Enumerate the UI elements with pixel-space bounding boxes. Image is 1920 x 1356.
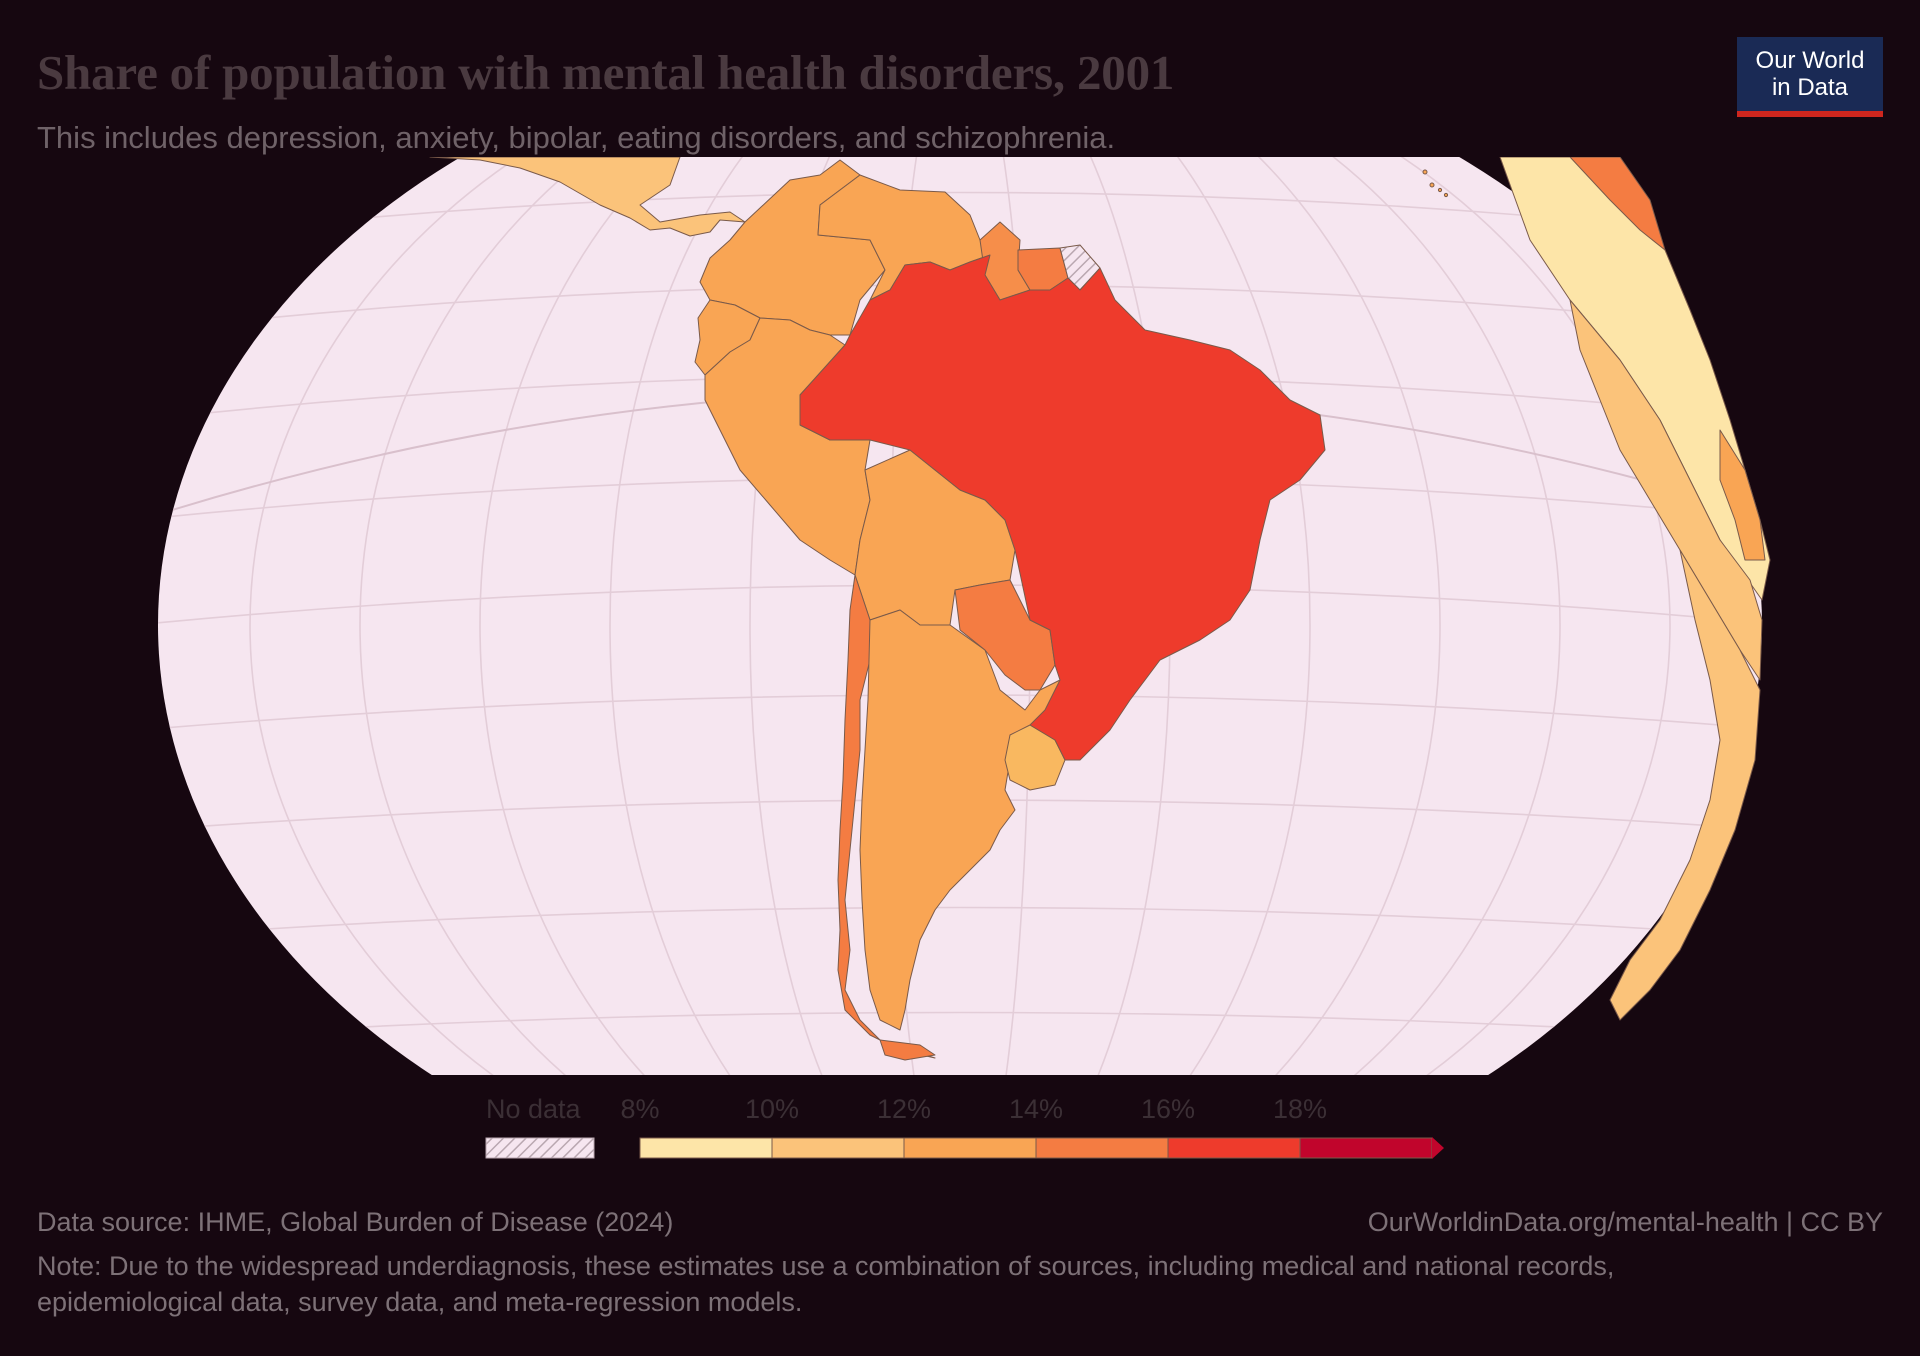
region-africa-central[interactable] [1569,299,1763,681]
footnote-line-1: Note: Due to the widespread underdiagnos… [37,1251,1615,1281]
region-argentina[interactable] [859,609,1061,1031]
legend-tick-label: 12% [876,1094,932,1124]
region-tierra-del-fuego[interactable] [879,1039,936,1061]
region-brazil[interactable] [799,254,1326,761]
footnote: Note: Due to the widespread underdiagnos… [37,1248,1614,1320]
legend-bin-5[interactable] [1299,1137,1433,1159]
legend-bin-4[interactable] [1167,1137,1301,1159]
legend-bin-3[interactable] [1035,1137,1169,1159]
owid-logo[interactable]: Our World in Data [1737,37,1883,117]
legend-tick-label: 18% [1272,1094,1328,1124]
chart-subtitle: This includes depression, anxiety, bipol… [37,120,1116,155]
legend [485,1137,1444,1159]
region-paraguay[interactable] [954,579,1056,691]
region-africa-south[interactable] [1609,549,1761,1021]
legend-tick-label: 16% [1140,1094,1196,1124]
legend-no-data-swatch[interactable] [485,1137,595,1159]
logo-line-1: Our World [1755,47,1865,74]
caribbean-islands [1422,169,1449,198]
legend-tick-label: 8% [620,1094,660,1124]
legend-arrow [1432,1137,1444,1159]
legend-tick-label: 10% [744,1094,800,1124]
region-africa-east-strip[interactable] [1569,157,1666,251]
region-central-america[interactable] [429,157,746,237]
region-africa-mid-orange[interactable] [1719,429,1766,561]
chart-title: Share of population with mental health d… [37,45,1175,100]
logo-line-2: in Data [1771,74,1849,101]
footnote-line-2: epidemiological data, survey data, and m… [37,1287,803,1317]
legend-no-data-label: No data [486,1094,581,1124]
legend-bin-2[interactable] [903,1137,1037,1159]
legend-bin-0[interactable] [639,1137,773,1159]
legend-bin-1[interactable] [771,1137,905,1159]
countries [429,157,1771,1061]
data-source: Data source: IHME, Global Burden of Dise… [37,1207,674,1237]
source-url[interactable]: OurWorldinData.org/mental-health | CC BY [1367,1207,1883,1237]
legend-tick-label: 14% [1008,1094,1064,1124]
